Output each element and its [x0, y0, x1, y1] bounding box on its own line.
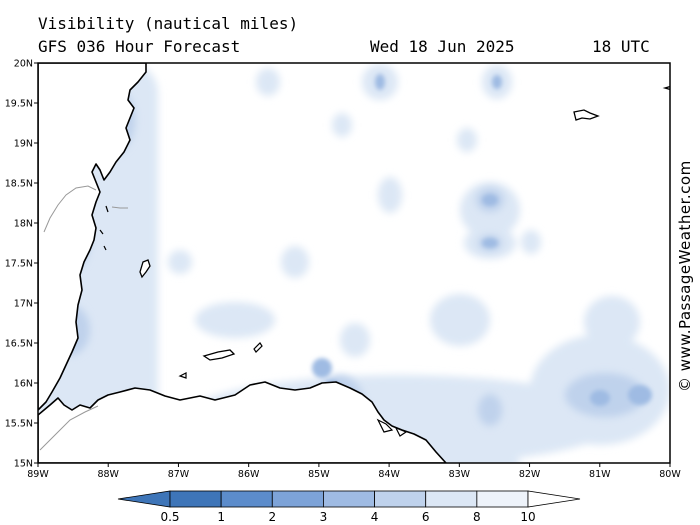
colorbar-label: 8	[473, 510, 481, 524]
colorbar-label: 10	[520, 510, 535, 524]
y-tick-label: 18.5N	[5, 179, 33, 190]
y-tick-label: 16.5N	[5, 339, 33, 350]
y-tick-label: 16N	[14, 379, 33, 390]
credit-text: © www.PassageWeather.com	[676, 160, 694, 392]
x-tick-label: 87W	[168, 469, 190, 480]
x-tick-label: 85W	[308, 469, 330, 480]
x-tick-label: 83W	[449, 469, 471, 480]
colorbar-label: 6	[422, 510, 430, 524]
forecast-time: 18 UTC	[592, 37, 650, 56]
y-tick-label: 17.5N	[5, 259, 33, 270]
y-tick-label: 18N	[14, 219, 33, 230]
y-tick-label: 15N	[14, 459, 33, 470]
y-tick-label: 19N	[14, 139, 33, 150]
colorbar-swatch	[169, 490, 222, 508]
colorbar-label: 2	[268, 510, 276, 524]
y-tick-label: 20N	[14, 59, 33, 70]
colorbar-label: 4	[371, 510, 379, 524]
x-tick-label: 88W	[97, 469, 119, 480]
map-title: Visibility (nautical miles)	[38, 14, 299, 33]
y-tick-label: 19.5N	[5, 99, 33, 110]
x-tick-label: 80W	[659, 469, 681, 480]
colorbar-swatch	[374, 490, 427, 508]
x-tick-label: 84W	[378, 469, 400, 480]
coastline	[38, 63, 670, 463]
y-axis: 20N 19.5N 19N 18.5N 18N 17.5N 17N 16.5N 16N 15.5N…	[5, 59, 38, 470]
colorbar-swatch	[220, 490, 273, 508]
colorbar-swatch	[323, 490, 375, 508]
colorbar-swatch	[476, 490, 529, 508]
colorbar-swatch	[271, 490, 324, 508]
colorbar-label: 0.5	[160, 510, 179, 524]
colorbar-low-arrow	[117, 490, 171, 508]
x-axis: 89W 88W 87W 86W 85W 84W 83W 82W 81W 80W	[27, 463, 681, 480]
y-tick-label: 15.5N	[5, 419, 33, 430]
x-tick-label: 89W	[27, 469, 49, 480]
x-tick-label: 81W	[589, 469, 611, 480]
colorbar-swatch	[425, 490, 478, 508]
x-tick-label: 82W	[519, 469, 541, 480]
y-tick-label: 17N	[14, 299, 33, 310]
colorbar: 0.5 1 2 3 4 6 8 10	[117, 490, 581, 524]
colorbar-high-arrow	[527, 490, 581, 508]
visibility-field	[38, 63, 670, 463]
colorbar-label: 3	[320, 510, 328, 524]
colorbar-label: 1	[217, 510, 225, 524]
x-tick-label: 86W	[238, 469, 260, 480]
forecast-date: Wed 18 Jun 2025	[370, 37, 515, 56]
forecast-label: GFS 036 Hour Forecast	[38, 37, 241, 56]
